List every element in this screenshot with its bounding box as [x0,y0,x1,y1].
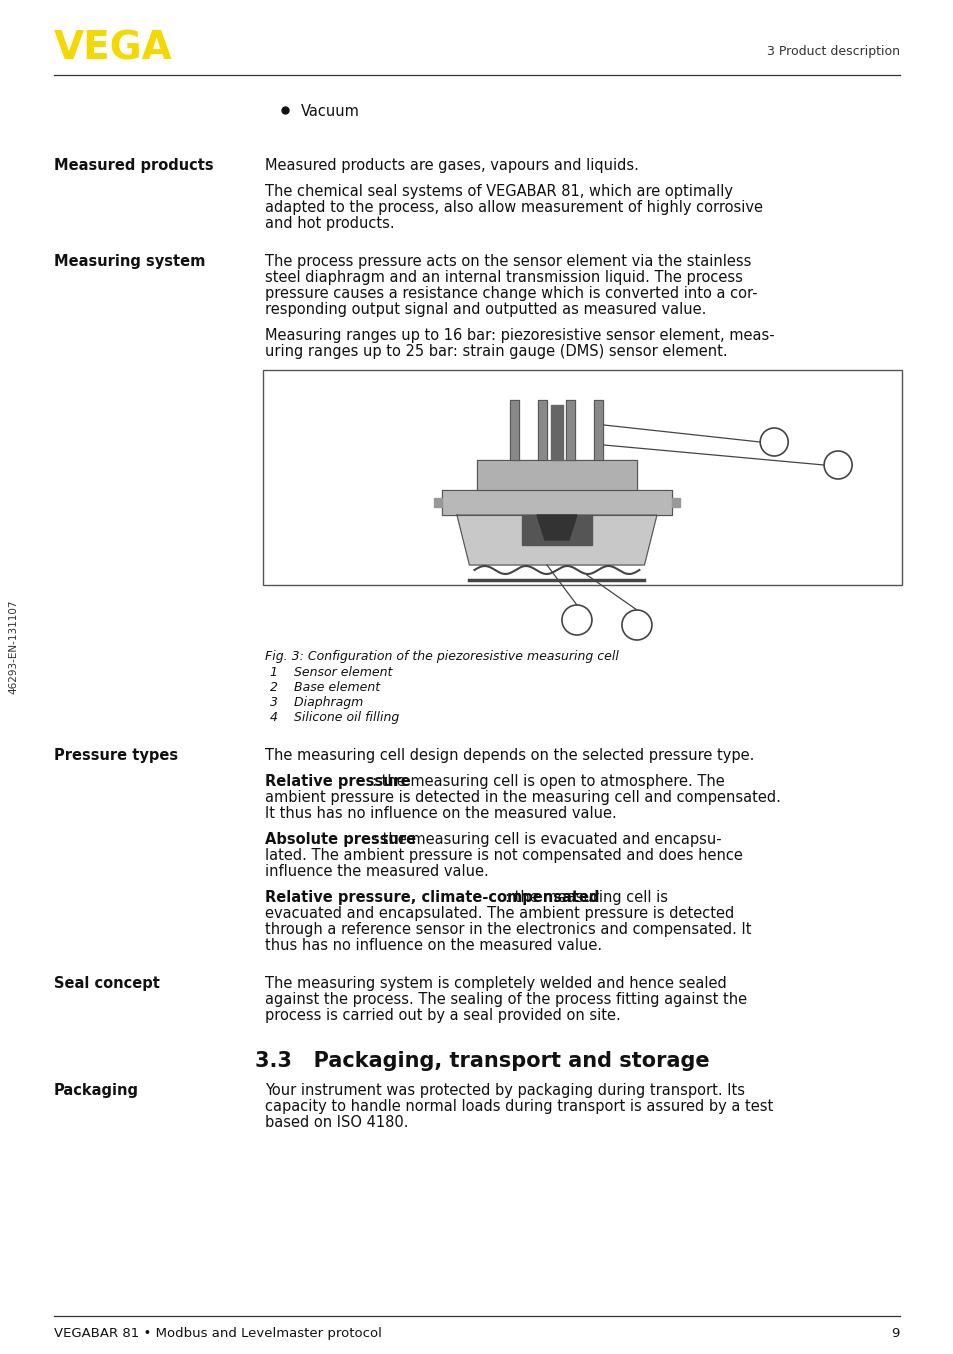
Text: : the measuring cell is: : the measuring cell is [504,890,667,904]
Text: The measuring system is completely welded and hence sealed: The measuring system is completely welde… [265,976,726,991]
Text: through a reference sensor in the electronics and compensated. It: through a reference sensor in the electr… [265,922,751,937]
Text: 4    Silicone oil filling: 4 Silicone oil filling [270,711,399,724]
Text: process is carried out by a seal provided on site.: process is carried out by a seal provide… [265,1007,620,1024]
Polygon shape [594,399,603,460]
Text: evacuated and encapsulated. The ambient pressure is detected: evacuated and encapsulated. The ambient … [265,906,734,921]
Polygon shape [441,490,671,515]
Text: capacity to handle normal loads during transport is assured by a test: capacity to handle normal loads during t… [265,1099,773,1114]
Bar [263,370,901,585]
Text: Measuring ranges up to 16 bar: piezoresistive sensor element, meas-: Measuring ranges up to 16 bar: piezoresi… [265,328,774,343]
Text: Absolute pressure: Absolute pressure [265,831,416,848]
Text: The measuring cell design depends on the selected pressure type.: The measuring cell design depends on the… [265,747,754,764]
Text: Measured products: Measured products [54,158,213,173]
Text: Measured products are gases, vapours and liquids.: Measured products are gases, vapours and… [265,158,639,173]
Polygon shape [521,515,591,546]
Text: 3 Product description: 3 Product description [766,45,899,58]
Polygon shape [566,399,575,460]
Text: Fig. 3: Configuration of the piezoresistive measuring cell: Fig. 3: Configuration of the piezoresist… [265,650,618,663]
Polygon shape [537,399,547,460]
Polygon shape [551,405,562,460]
Text: against the process. The sealing of the process fitting against the: against the process. The sealing of the … [265,992,746,1007]
Text: lated. The ambient pressure is not compensated and does hence: lated. The ambient pressure is not compe… [265,848,742,862]
Text: uring ranges up to 25 bar: strain gauge (DMS) sensor element.: uring ranges up to 25 bar: strain gauge … [265,344,727,359]
Text: and hot products.: and hot products. [265,217,395,232]
Text: Your instrument was protected by packaging during transport. Its: Your instrument was protected by packagi… [265,1083,744,1098]
Text: 9: 9 [891,1327,899,1340]
Text: The chemical seal systems of VEGABAR 81, which are optimally: The chemical seal systems of VEGABAR 81,… [265,184,732,199]
Polygon shape [510,399,518,460]
Text: 46293-EN-131107: 46293-EN-131107 [8,600,18,695]
Text: Seal concept: Seal concept [54,976,160,991]
Text: : the measuring cell is evacuated and encapsu-: : the measuring cell is evacuated and en… [373,831,720,848]
Text: Relative pressure, climate-compensated: Relative pressure, climate-compensated [265,890,598,904]
Polygon shape [537,515,577,540]
Text: adapted to the process, also allow measurement of highly corrosive: adapted to the process, also allow measu… [265,200,762,215]
Text: It thus has no influence on the measured value.: It thus has no influence on the measured… [265,806,616,821]
Text: 1    Sensor element: 1 Sensor element [270,666,392,678]
Polygon shape [456,515,657,565]
Text: Packaging: Packaging [54,1083,139,1098]
Text: based on ISO 4180.: based on ISO 4180. [265,1114,408,1131]
Text: ambient pressure is detected in the measuring cell and compensated.: ambient pressure is detected in the meas… [265,789,781,806]
Text: responding output signal and outputted as measured value.: responding output signal and outputted a… [265,302,705,317]
Text: VEGABAR 81 • Modbus and Levelmaster protocol: VEGABAR 81 • Modbus and Levelmaster prot… [54,1327,381,1340]
Text: : the measuring cell is open to atmosphere. The: : the measuring cell is open to atmosphe… [372,774,724,789]
Text: steel diaphragm and an internal transmission liquid. The process: steel diaphragm and an internal transmis… [265,269,742,284]
Text: 3.3   Packaging, transport and storage: 3.3 Packaging, transport and storage [254,1051,709,1071]
Polygon shape [671,498,679,506]
Text: 3    Diaphragm: 3 Diaphragm [270,696,363,709]
Text: Pressure types: Pressure types [54,747,178,764]
Text: influence the measured value.: influence the measured value. [265,864,488,879]
Text: VEGA: VEGA [54,30,172,68]
Text: The process pressure acts on the sensor element via the stainless: The process pressure acts on the sensor … [265,255,751,269]
Text: pressure causes a resistance change which is converted into a cor-: pressure causes a resistance change whic… [265,286,757,301]
Text: Vacuum: Vacuum [301,104,359,119]
Text: Relative pressure: Relative pressure [265,774,411,789]
Text: 2    Base element: 2 Base element [270,681,379,695]
Text: Measuring system: Measuring system [54,255,205,269]
Text: thus has no influence on the measured value.: thus has no influence on the measured va… [265,938,601,953]
Polygon shape [434,498,441,506]
Polygon shape [476,460,637,490]
